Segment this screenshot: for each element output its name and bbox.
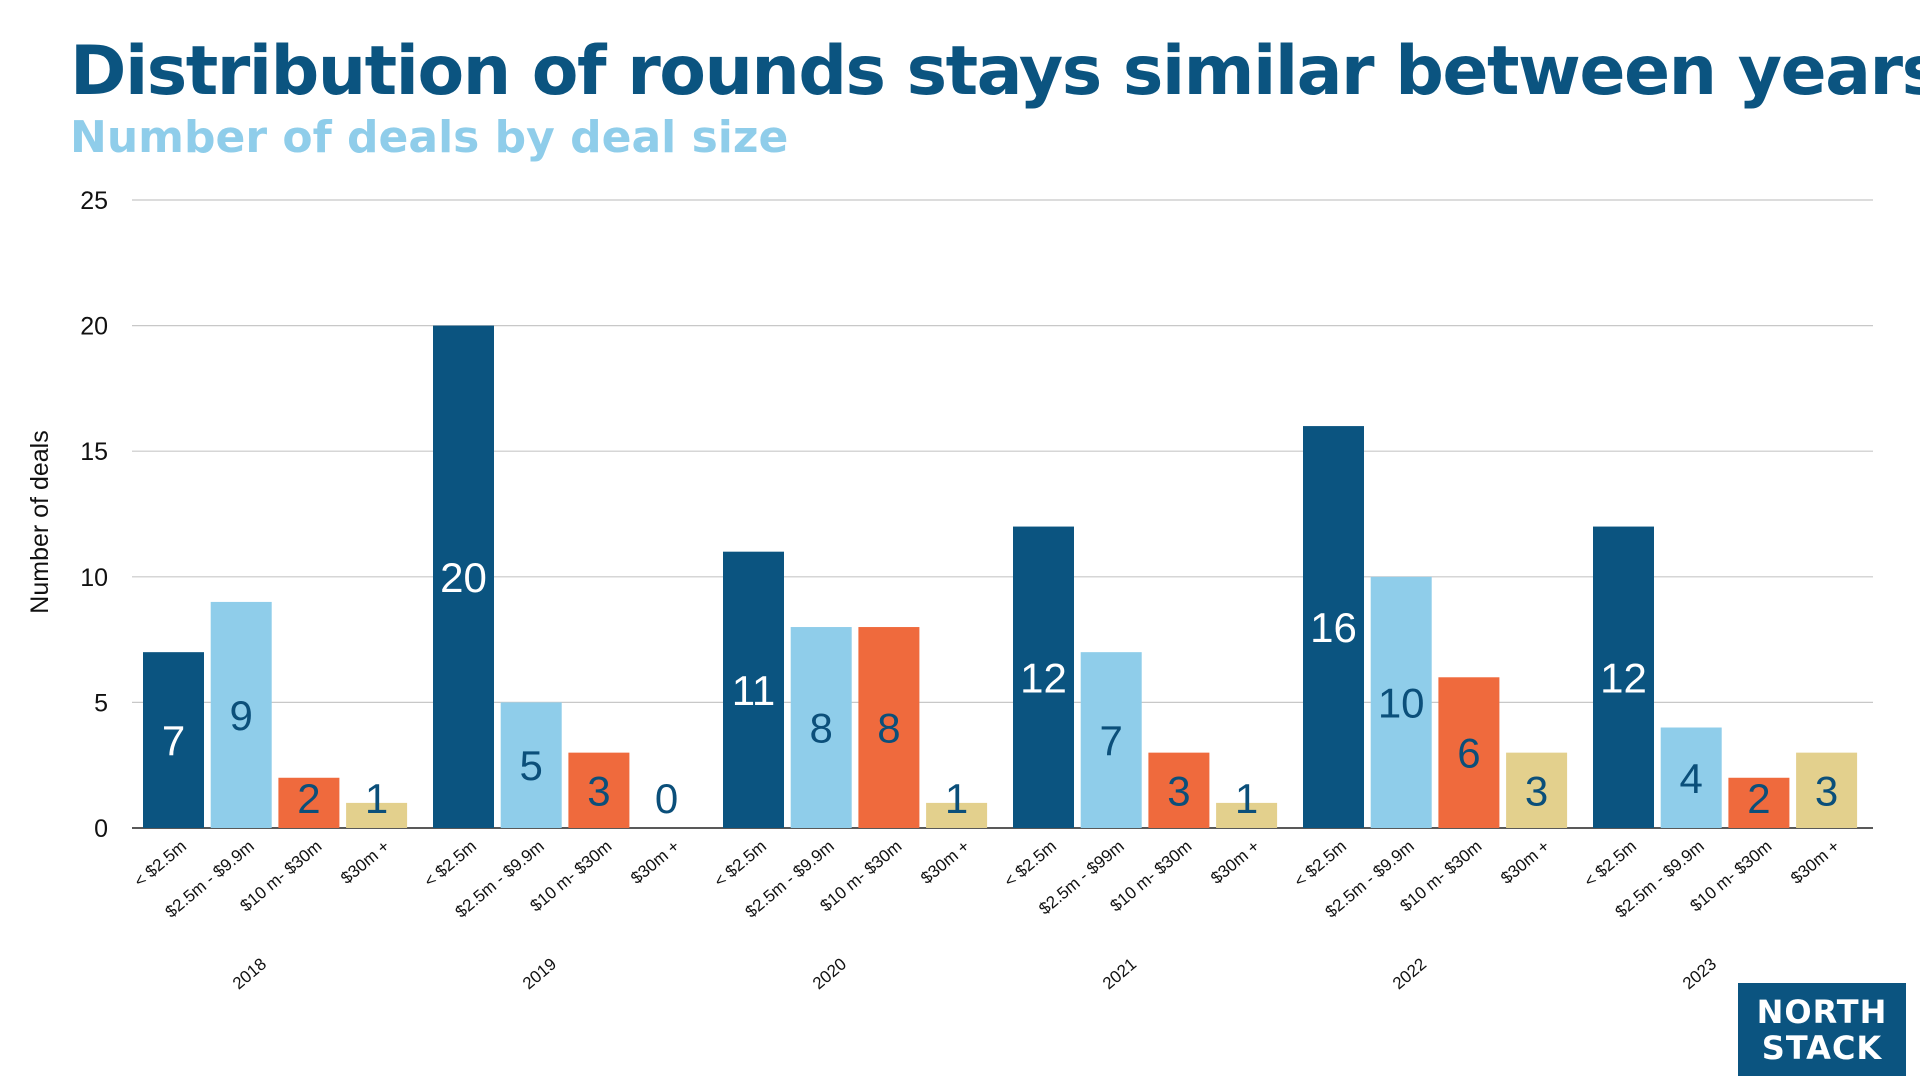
gridlines [132,199,1873,829]
bar [143,652,204,828]
bar [1660,727,1722,828]
y-axis-title: Number of deals [26,430,54,613]
logo-line-1: NORTH [1756,992,1888,1031]
data-label: 9 [230,692,253,739]
bar [926,802,988,828]
bar [1796,752,1858,828]
bar [1438,677,1500,828]
y-tick-label: 20 [80,313,108,341]
y-tick-label: 15 [80,438,108,466]
y-tick-label: 0 [94,815,108,843]
data-label: 20 [440,554,487,601]
data-label: 5 [520,742,543,789]
category-label: < $2.5m [1000,837,1060,891]
data-label: 3 [1525,767,1548,814]
data-label: 6 [1457,730,1480,777]
bar [1216,802,1278,828]
group-label: 2021 [1099,954,1140,993]
category-label: < $2.5m [710,837,770,891]
data-label: 11 [732,667,776,714]
data-label: 3 [1167,767,1190,814]
data-label: 10 [1378,679,1425,726]
bars [143,325,1858,828]
northstack-logo: NORTH STACK [1738,983,1906,1076]
data-label: 3 [1815,767,1838,814]
bar [790,627,852,828]
data-label: 8 [877,705,900,752]
bar [1370,576,1432,828]
group-label: 2022 [1389,954,1430,993]
y-axis: 0 5 10 15 20 25 Number of deals [26,187,108,843]
bar [278,777,340,828]
bar [1303,426,1364,828]
bar [433,325,494,828]
y-tick-label: 25 [80,187,108,215]
bar [1506,752,1568,828]
x-axis: < $2.5m$2.5m - $9.9m$10 m- $30m $30m +201… [130,836,1843,993]
bar [1013,526,1074,828]
category-label: < $2.5m [130,837,190,891]
data-label: 1 [1235,775,1258,822]
group-label: 2023 [1679,954,1720,993]
chart-subtitle: Number of deals by deal size [70,112,789,163]
data-label: 2 [297,775,320,822]
category-label: $30m + [627,836,683,887]
bar [210,601,272,828]
logo-line-2: STACK [1761,1028,1883,1067]
data-label: 0 [655,775,678,822]
y-tick-label: 10 [80,564,108,592]
bar [1593,526,1654,828]
bar [346,802,408,828]
category-label: < $2.5m [420,837,480,891]
data-label: 4 [1680,755,1703,802]
bar [500,702,562,828]
group-label: 2020 [809,954,850,993]
chart-title: Distribution of rounds stays similar bet… [70,32,1920,111]
data-label: 7 [1100,717,1123,764]
category-label: < $2.5m [1580,837,1640,891]
data-label: 3 [587,767,610,814]
data-label: 16 [1310,604,1357,651]
data-label: 12 [1600,654,1647,701]
data-label: 1 [945,775,968,822]
bar [858,627,920,828]
group-label: 2019 [519,954,560,993]
category-label: $30m + [917,836,973,887]
category-label: $30m + [337,836,393,887]
bar [1728,777,1790,828]
category-label: < $2.5m [1290,837,1350,891]
data-label: 8 [810,705,833,752]
group-label: 2018 [229,954,270,993]
category-label: $30m + [1207,836,1263,887]
data-label: 12 [1020,654,1067,701]
data-label: 1 [365,775,388,822]
y-tick-label: 5 [94,689,108,717]
data-label: 7 [162,717,185,764]
bar [1080,652,1142,828]
category-label: $30m + [1497,836,1553,887]
data-label: 2 [1747,775,1770,822]
bar [1148,752,1210,828]
bar [723,551,784,828]
category-label: $30m + [1787,836,1843,887]
bar [568,752,630,828]
